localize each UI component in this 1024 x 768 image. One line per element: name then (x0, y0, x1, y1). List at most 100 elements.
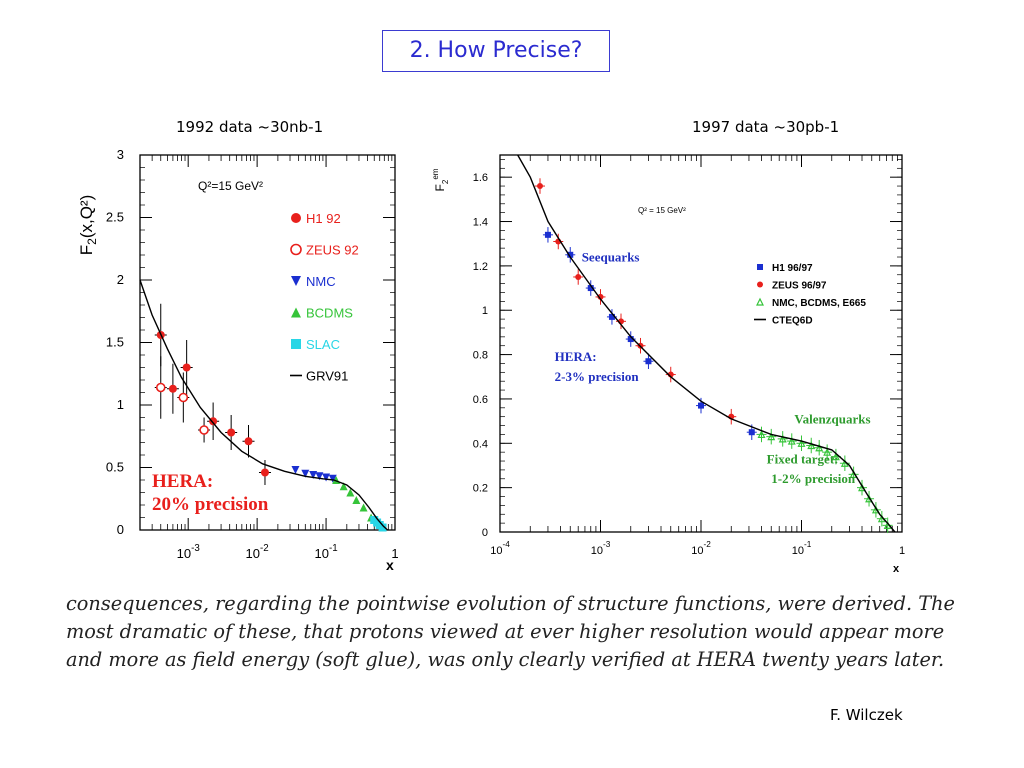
legend-label: NMC, BCDMS, E665 (772, 298, 866, 309)
legend-label: CTEQ6D (772, 316, 813, 327)
x-tick-label: 10-1 (792, 540, 812, 557)
x-tick-label: 10-2 (691, 540, 711, 557)
data-point (823, 447, 832, 456)
slide-title: 2. How Precise? (382, 30, 610, 72)
data-point (567, 251, 574, 258)
legend-marker (291, 276, 301, 286)
legend-label: H1 96/97 (772, 263, 813, 274)
quote-line-1: consequences, regarding the pointwise ev… (66, 592, 955, 615)
data-point (698, 402, 704, 409)
chart-1992: 10-3 10-2 10-1 1 0 0.5 1 1.5 2 2.5 3 x F2(x,Q²) Q²=15… (77, 147, 399, 573)
data-point (645, 358, 652, 365)
fit-curve (517, 154, 896, 533)
series-h1-96-97 (542, 227, 757, 440)
x-tick-label: 10-1 (314, 543, 337, 561)
hera-precision-line1: HERA: (152, 471, 213, 492)
legend-marker (291, 339, 301, 349)
y-tick-label: 1.4 (473, 217, 488, 229)
legend-marker (757, 264, 763, 270)
quote-line-2: most dramatic of these, that protons vie… (66, 620, 945, 643)
series-slac (370, 516, 387, 532)
x-tick-label: 10-3 (177, 543, 200, 561)
data-point (309, 471, 318, 479)
data-point (168, 384, 177, 393)
data-point (815, 443, 824, 452)
y-tick-label: 0.2 (473, 483, 488, 495)
annotation-label: Seequarks (582, 249, 640, 264)
data-point (315, 472, 324, 481)
series-bcdms (332, 476, 376, 522)
quote-line-3: and more as field energy (soft glue), wa… (66, 648, 945, 671)
data-point (575, 273, 582, 280)
data-point (199, 425, 209, 435)
legend-marker (291, 307, 301, 318)
y-tick-label: 1.5 (106, 335, 124, 350)
quote-text: consequences, regarding the pointwise ev… (66, 590, 966, 674)
y-tick-label: 1 (482, 305, 488, 317)
author-credit: F. Wilczek (830, 706, 903, 724)
left-chart-caption: 1992 data ~30nb-1 (176, 118, 324, 136)
annotation-label: Fixed target: (767, 451, 839, 466)
legend: H1 92 ZEUS 92 NMC BCDMS SLAC GRV91 (290, 211, 359, 384)
data-point (352, 496, 361, 504)
series-grv91 (139, 279, 389, 531)
legend-label: ZEUS 96/97 (772, 281, 827, 292)
legend-label: BCDMS (306, 306, 353, 321)
series-zeus-96-97 (534, 178, 737, 425)
data-point (182, 363, 191, 372)
data-point (787, 436, 796, 445)
data-point (748, 429, 755, 436)
hera-precision-line2: 20% precision (152, 494, 269, 515)
fit-curve (139, 279, 389, 531)
data-point (328, 474, 337, 483)
y-tick-label: 0.8 (473, 350, 488, 362)
data-point (778, 434, 787, 443)
y-tick-label: 1.2 (473, 261, 488, 273)
q2-annotation: Q²=15 GeV² (198, 179, 263, 193)
x-axis-label: x (893, 563, 900, 575)
data-point (767, 432, 776, 441)
y-axis-label: F2(x,Q²) (77, 195, 99, 256)
annotation-label: Valenzquarks (794, 411, 870, 426)
annotation-label: 2-3% precision (555, 369, 640, 384)
legend-marker (290, 243, 302, 256)
y-tick-label: 3 (117, 147, 124, 162)
legend-label: NMC (306, 274, 336, 289)
y-tick-label: 1 (117, 397, 124, 412)
data-point (244, 437, 253, 446)
y-tick-label: 0.6 (473, 394, 488, 406)
x-tick-label: 10-4 (490, 540, 510, 557)
series-cteq6d (517, 154, 896, 533)
data-point (378, 523, 387, 532)
y-tick-label: 0.4 (473, 438, 488, 450)
legend: H1 96/97 ZEUS 96/97 NMC, BCDMS, E665 CTEQ6D (754, 263, 866, 327)
legend-label: SLAC (306, 337, 340, 352)
y-tick-label: 0 (117, 522, 124, 537)
data-point (209, 417, 218, 426)
data-point (227, 428, 236, 437)
data-point (544, 231, 551, 238)
right-chart-caption: 1997 data ~30pb-1 (692, 118, 840, 136)
series-nmc (291, 466, 337, 483)
y-tick-label: 0.5 (106, 460, 124, 475)
annotation-label: 1-2% precision (771, 471, 856, 486)
y-tick-label: 2 (117, 272, 124, 287)
data-point (536, 183, 543, 190)
data-point (597, 293, 604, 300)
y-tick-label: 1.6 (473, 172, 488, 184)
data-point (155, 382, 166, 393)
x-tick-label: 10-2 (246, 543, 269, 561)
series-nmc-bcdms-e665 (756, 426, 893, 534)
data-point (346, 488, 355, 497)
legend-label: GRV91 (306, 369, 348, 384)
legend-label: ZEUS 92 (306, 243, 359, 258)
data-point (339, 482, 348, 491)
annotation-label: HERA: (555, 349, 597, 364)
legend-marker (756, 297, 764, 306)
legend-label: H1 92 (306, 211, 341, 226)
data-point (301, 469, 310, 478)
data-point (807, 441, 816, 450)
data-point (178, 392, 189, 403)
x-tick-label: 1 (391, 546, 398, 561)
legend-marker (757, 281, 763, 288)
